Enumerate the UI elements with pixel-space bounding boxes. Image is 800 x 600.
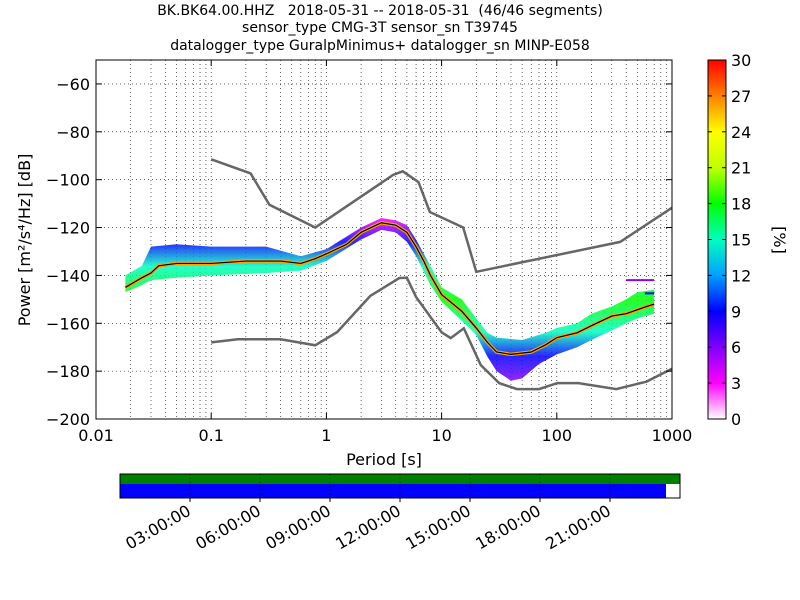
- timeline-tick-label: 21:00:00: [542, 501, 614, 553]
- timeline-tick-label: 15:00:00: [402, 501, 474, 553]
- colorbar-tick-label: 3: [731, 374, 741, 393]
- noise-model-nhnm: [210, 158, 672, 274]
- pdf-heatmap: [125, 217, 655, 381]
- timeline-tick-label: 03:00:00: [122, 501, 194, 553]
- x-tick-label: 1: [321, 426, 331, 445]
- y-axis-label: Power [m²/s⁴/Hz] [dB]: [15, 154, 34, 327]
- noise-model-curves: [124, 158, 672, 391]
- timeline-tick-label: 06:00:00: [192, 501, 264, 553]
- colorbar-tick-label: 30: [731, 51, 751, 70]
- y-tick-label: −160: [46, 314, 90, 333]
- y-tick-label: −80: [56, 123, 90, 142]
- colorbar-tick-label: 0: [731, 410, 741, 429]
- x-tick-label: 10: [431, 426, 451, 445]
- colorbar-tick-label: 9: [731, 302, 741, 321]
- y-tick-label: −60: [56, 75, 90, 94]
- colorbar-label: [%]: [770, 226, 789, 254]
- colorbar-tick-label: 15: [731, 231, 751, 250]
- x-axis-ticks: 0.01 0.1 1 10 100 1000: [78, 60, 692, 445]
- colorbar-tick-label: 21: [731, 159, 751, 178]
- colorbar-tick-label: 6: [731, 338, 741, 357]
- mode-curve: [125, 222, 655, 355]
- chart-title-line-2: sensor_type CMG-3T sensor_sn T39745: [242, 20, 518, 36]
- chart-title-line-3: datalogger_type GuralpMinimus+ datalogge…: [170, 38, 590, 54]
- colorbar-tick-label: 18: [731, 195, 751, 214]
- pdf-density-band: [125, 217, 655, 381]
- plot-frame: [95, 59, 673, 420]
- colorbar-tick-label: 27: [731, 87, 751, 106]
- plot-grid: [95, 60, 672, 420]
- colorbar-tick-label: 12: [731, 266, 751, 285]
- colorbar-tick-label: 24: [731, 123, 751, 142]
- y-tick-label: −180: [46, 362, 90, 381]
- colorbar-ticks: 0 3 6 9 12 15 18 21 24 27 30: [708, 51, 751, 429]
- y-axis-ticks: −200 −180 −160 −140 −120 −100 −80 −60: [46, 75, 672, 429]
- y-tick-label: −120: [46, 219, 90, 238]
- x-axis-label: Period [s]: [346, 450, 422, 469]
- x-tick-label: 100: [542, 426, 573, 445]
- chart-title-line-1: BK.BK64.00.HHZ 2018-05-31 -- 2018-05-31 …: [157, 3, 603, 19]
- x-tick-label: 0.1: [198, 426, 223, 445]
- timeline-tick-label: 18:00:00: [472, 501, 544, 553]
- mode-curve-highlight: [124, 220, 655, 357]
- noise-model-nlnm: [211, 276, 672, 391]
- y-tick-label: −100: [46, 171, 90, 190]
- timeline-tick-label: 09:00:00: [262, 501, 334, 553]
- timeline-tick-label: 12:00:00: [332, 501, 404, 553]
- y-tick-label: −200: [46, 410, 90, 429]
- y-tick-label: −140: [46, 266, 90, 285]
- timeline-coverage-bar: [120, 484, 666, 498]
- x-tick-label: 1000: [652, 426, 693, 445]
- x-tick-label: 0.01: [78, 426, 114, 445]
- data-coverage-timeline: 03:00:0006:00:0009:00:0012:00:0015:00:00…: [119, 473, 681, 553]
